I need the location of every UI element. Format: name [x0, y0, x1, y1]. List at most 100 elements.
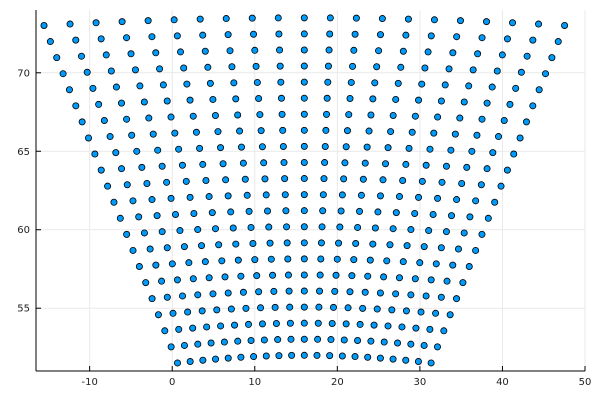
data-point [392, 290, 400, 298]
data-point [357, 191, 365, 199]
data-point [142, 279, 150, 287]
data-point [152, 261, 160, 269]
data-point [128, 131, 136, 139]
data-point [500, 116, 508, 124]
data-point [529, 102, 537, 110]
data-point [66, 20, 74, 28]
data-point [271, 303, 279, 311]
data-point [361, 159, 369, 167]
data-point [432, 309, 440, 317]
data-point [199, 160, 207, 168]
data-point [196, 144, 204, 152]
data-point [284, 271, 292, 279]
data-point [179, 292, 187, 300]
data-point [472, 246, 480, 254]
data-point [274, 336, 282, 344]
data-point [237, 143, 245, 151]
data-point [250, 353, 258, 361]
data-point [143, 179, 151, 187]
data-point [498, 51, 506, 59]
data-point [148, 295, 156, 303]
data-point [300, 110, 308, 118]
data-point [300, 223, 308, 231]
data-point [395, 274, 403, 282]
data-point [277, 94, 285, 102]
data-point [469, 66, 477, 74]
data-point [388, 306, 396, 314]
data-point [278, 110, 286, 118]
data-point [97, 35, 105, 43]
data-point [77, 52, 85, 60]
data-point [389, 112, 397, 120]
data-point [286, 303, 294, 311]
data-point [317, 255, 325, 263]
data-point [420, 243, 428, 251]
data-point [286, 319, 294, 327]
data-point [453, 196, 461, 204]
data-point [221, 273, 229, 281]
data-point [384, 322, 392, 330]
data-point [140, 98, 148, 106]
data-point [456, 17, 464, 25]
x-tick-label: 50 [579, 377, 592, 388]
data-point [201, 258, 209, 266]
data-point [232, 240, 240, 248]
data-point [318, 223, 326, 231]
data-point [281, 175, 289, 183]
data-point [371, 79, 379, 87]
data-point [89, 84, 97, 92]
data-point [324, 62, 332, 70]
data-point [447, 146, 455, 154]
data-point [438, 178, 446, 186]
data-point [288, 351, 296, 359]
data-point [226, 47, 234, 55]
data-point [429, 210, 437, 218]
data-point [376, 354, 384, 362]
data-point [356, 207, 364, 215]
data-point [403, 242, 411, 250]
data-point [333, 255, 341, 263]
data-point [474, 50, 482, 58]
data-point [300, 175, 308, 183]
data-point [437, 244, 445, 252]
x-tick-label: -10 [81, 377, 97, 388]
data-point [258, 320, 266, 328]
data-point [154, 311, 162, 319]
data-point [437, 97, 445, 105]
data-point [320, 175, 328, 183]
data-point [180, 243, 188, 251]
data-point [389, 355, 397, 363]
data-point [83, 68, 91, 76]
data-point [300, 207, 308, 215]
data-point [135, 263, 143, 271]
data-point [352, 240, 360, 248]
data-point [144, 17, 152, 25]
data-point [395, 193, 403, 201]
data-point [542, 70, 550, 78]
data-point [186, 358, 194, 366]
data-point [227, 208, 235, 216]
data-point [506, 100, 514, 108]
data-point [215, 241, 223, 249]
data-point [217, 322, 225, 330]
data-point [171, 210, 179, 218]
data-point [189, 275, 197, 283]
y-tick-label: 65 [17, 147, 30, 158]
data-point [275, 352, 283, 360]
data-point [118, 18, 126, 26]
data-point [202, 176, 210, 184]
data-point [350, 46, 358, 54]
data-point [424, 48, 432, 56]
data-point [270, 287, 278, 295]
data-point [156, 65, 164, 73]
data-point [248, 14, 256, 22]
data-point [454, 245, 462, 253]
data-point [189, 324, 197, 332]
data-point [247, 336, 255, 344]
data-point [351, 30, 359, 38]
data-point [460, 229, 468, 237]
data-point [300, 62, 308, 70]
data-point [446, 311, 454, 319]
data-point [239, 288, 247, 296]
data-point [322, 126, 330, 134]
